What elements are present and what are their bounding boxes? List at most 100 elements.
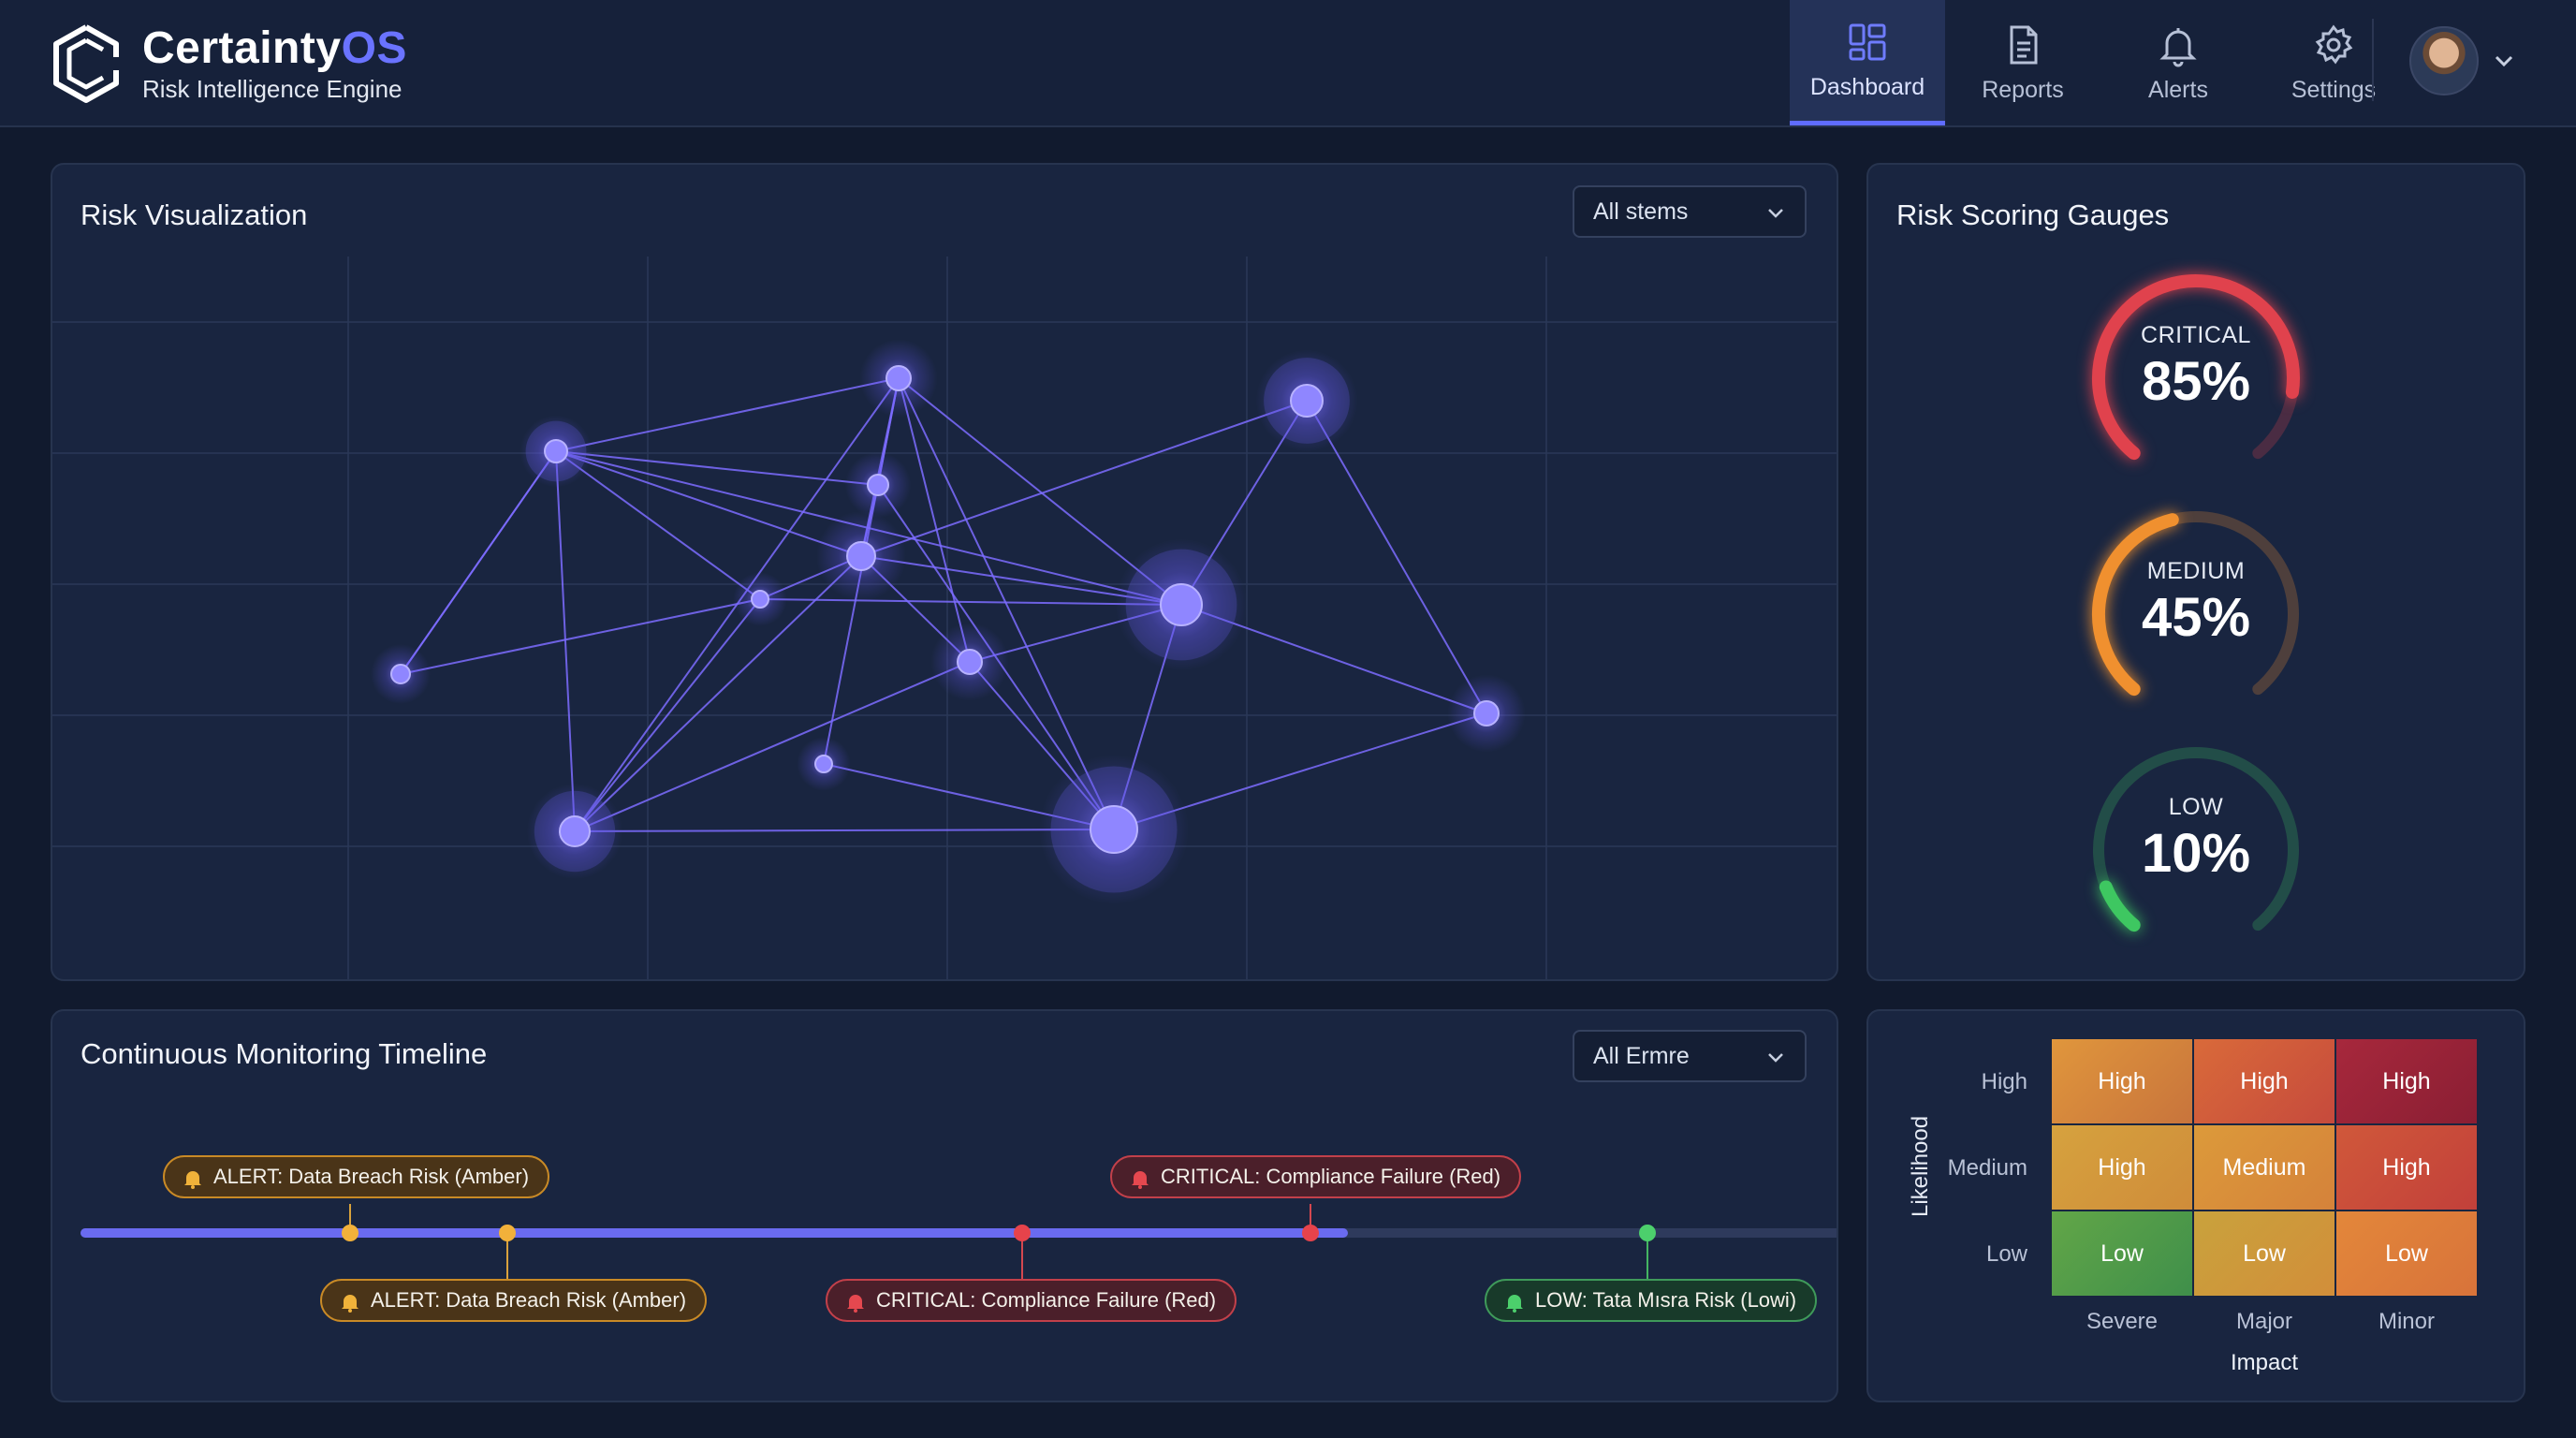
gear-icon (2315, 24, 2353, 65)
timeline-event-tag[interactable]: LOW: Tata Mısra Risk (Lowi) (1485, 1279, 1818, 1322)
gauge-fill (2092, 274, 2300, 461)
bell-icon (1132, 1171, 1149, 1189)
brand-name: CertaintyOS (142, 22, 407, 73)
network-node[interactable] (559, 815, 591, 847)
brand-tagline: Risk Intelligence Engine (142, 74, 402, 103)
panel-title: Risk Visualization (80, 198, 308, 231)
timeline-marker[interactable] (1639, 1225, 1656, 1241)
timeline-marker[interactable] (1302, 1225, 1319, 1241)
timeline-event-tag[interactable]: ALERT: Data Breach Risk (Amber) (320, 1279, 708, 1322)
timeline-event-tag[interactable]: CRITICAL: Compliance Failure (Red) (826, 1279, 1237, 1322)
network-node[interactable] (1090, 805, 1138, 854)
network-node[interactable] (1290, 384, 1324, 418)
timeline-event-tag[interactable]: ALERT: Data Breach Risk (Amber) (163, 1155, 550, 1198)
chevron-down-icon[interactable] (2492, 49, 2516, 73)
network-edge (898, 377, 971, 663)
network-node[interactable] (1160, 583, 1203, 626)
panel-title: Continuous Monitoring Timeline (80, 1037, 488, 1070)
network-edge (555, 450, 862, 557)
network-edge (1306, 400, 1487, 714)
gauge-label: MEDIUM (2146, 558, 2246, 584)
matrix-cell[interactable]: Low (2336, 1211, 2477, 1296)
timeline-track[interactable] (52, 1011, 1837, 1401)
brand[interactable]: CertaintyOS Risk Intelligence Engine (49, 17, 407, 110)
chevron-down-icon (1768, 1053, 1783, 1063)
chevron-down-icon (1768, 209, 1783, 218)
network-edge (574, 555, 862, 832)
tag-text: CRITICAL: Compliance Failure (Red) (1161, 1165, 1501, 1188)
gauge-label: LOW (2168, 794, 2224, 820)
network-edge (574, 598, 761, 832)
user-avatar[interactable] (2409, 26, 2479, 95)
nav-dashboard[interactable]: Dashboard (1790, 0, 1945, 125)
nav-alerts[interactable]: Alerts (2100, 0, 2256, 125)
network-node[interactable] (544, 439, 568, 463)
network-node[interactable] (814, 755, 833, 773)
matrix-cell[interactable]: High (2194, 1039, 2334, 1123)
matrix-cell[interactable]: Low (2052, 1211, 2192, 1296)
gauge-value: 45% (2141, 587, 2251, 648)
systems-filter-dropdown[interactable]: All stems (1573, 185, 1807, 238)
gauge-fill (2092, 513, 2179, 697)
matrix-row-label: High (1981, 1069, 2027, 1094)
matrix-cell[interactable]: High (2336, 1039, 2477, 1123)
nav-label: Dashboard (1809, 74, 1925, 100)
gauge-arc (2092, 511, 2299, 697)
matrix-row-label: Medium (1947, 1155, 2027, 1181)
timeline-marker[interactable] (1014, 1225, 1031, 1241)
network-edge (574, 829, 1115, 832)
certainty-logo-icon (53, 24, 119, 103)
network-node[interactable] (957, 649, 983, 675)
matrix-cell[interactable]: High (2336, 1125, 2477, 1210)
critical-gauge[interactable]: CRITICAL 85% (2076, 258, 2316, 498)
bell-icon (184, 1171, 201, 1189)
low-gauge[interactable]: LOW 10% (2076, 730, 2316, 970)
dashboard-icon (1849, 23, 1886, 61)
gauge-value: 10% (2141, 823, 2251, 884)
tag-text: ALERT: Data Breach Risk (Amber) (371, 1288, 687, 1312)
tag-text: CRITICAL: Compliance Failure (Red) (876, 1288, 1217, 1312)
matrix-x-axis-label: Impact (2230, 1350, 2299, 1375)
matrix-col-label: Minor (2378, 1309, 2435, 1334)
bell-icon (1506, 1295, 1523, 1313)
network-edge (555, 377, 900, 452)
network-edge (574, 661, 971, 832)
medium-gauge[interactable]: MEDIUM 45% (2076, 494, 2316, 734)
timeline-marker[interactable] (342, 1225, 359, 1241)
dropdown-value: All stems (1593, 198, 1689, 225)
network-node[interactable] (867, 474, 889, 496)
timeline-event-tag[interactable]: CRITICAL: Compliance Failure (Red) (1110, 1155, 1522, 1198)
matrix-row-label: Low (1985, 1241, 2027, 1267)
nav-settings[interactable]: Settings (2256, 0, 2411, 125)
gauge-fill (2099, 880, 2141, 932)
gauge-label: CRITICAL (2141, 322, 2251, 348)
events-filter-dropdown[interactable]: All Ermre (1573, 1030, 1807, 1082)
risk-network-graph[interactable] (52, 257, 1837, 979)
network-node[interactable] (846, 541, 876, 571)
network-edge (759, 598, 1182, 606)
matrix-cell[interactable]: High (2052, 1039, 2192, 1123)
panel-title: Risk Scoring Gauges (1896, 198, 2170, 231)
nav-label: Alerts (2148, 76, 2208, 103)
network-node[interactable] (1473, 700, 1500, 726)
document-icon (2010, 25, 2038, 64)
matrix-cell[interactable]: High (2052, 1125, 2192, 1210)
gauge-track (2093, 747, 2299, 932)
matrix-col-label: Major (2235, 1309, 2292, 1334)
timeline-marker[interactable] (499, 1225, 516, 1241)
gauge-arc (2092, 274, 2300, 461)
network-edge (555, 450, 576, 832)
risk-gauges-panel: Risk Scoring Gauges CRITICAL 85% MEDIUM … (1866, 163, 2525, 981)
network-node[interactable] (886, 365, 912, 391)
timeline-progress (80, 1228, 1348, 1238)
network-node[interactable] (751, 590, 769, 609)
main-nav: Dashboard Reports Alerts Settings (1790, 0, 2411, 125)
gauge-value: 85% (2141, 351, 2251, 412)
nav-label: Settings (2291, 76, 2377, 103)
bell-icon (2159, 27, 2197, 66)
network-node[interactable] (390, 664, 411, 684)
matrix-cell[interactable]: Low (2194, 1211, 2334, 1296)
matrix-cell[interactable]: Medium (2194, 1125, 2334, 1210)
bell-icon (342, 1295, 359, 1313)
nav-reports[interactable]: Reports (1945, 0, 2100, 125)
